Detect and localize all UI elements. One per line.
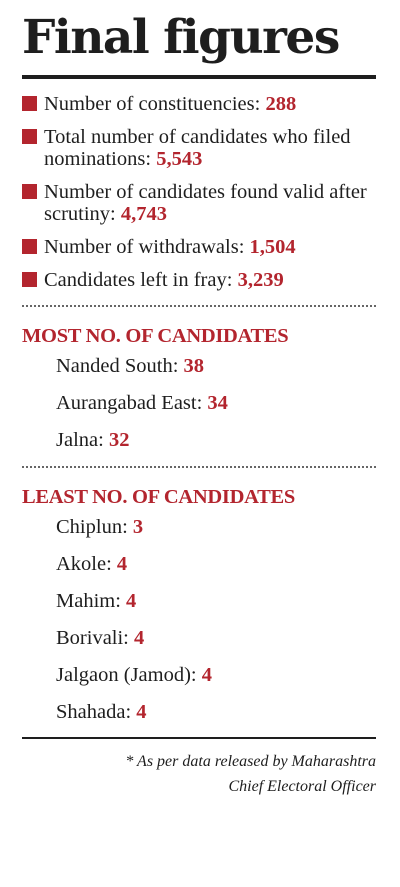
- square-bullet-icon: [22, 184, 37, 199]
- candidate-count: 4: [136, 701, 147, 723]
- page-title: Final figures: [22, 10, 340, 65]
- least-candidates-heading: LEAST NO. OF CANDIDATES: [22, 486, 295, 508]
- constituency-name: Chiplun:: [56, 516, 128, 538]
- constituency-name: Borivali:: [56, 627, 129, 649]
- stat-left-in-fray: Candidates left in fray: 3,239: [22, 269, 376, 291]
- constituency-name: Shahada:: [56, 701, 132, 723]
- stat-label: Number of constituencies:: [44, 93, 261, 115]
- square-bullet-icon: [22, 129, 37, 144]
- constituency-name: Aurangabad East:: [56, 392, 203, 414]
- list-item: Nanded South: 38: [56, 354, 376, 378]
- stat-label: Candidates left in fray:: [44, 269, 233, 291]
- square-bullet-icon: [22, 239, 37, 254]
- candidate-count: 4: [116, 553, 128, 575]
- stat-label: Number of candidates found valid after s…: [44, 181, 367, 225]
- constituency-name: Mahim:: [56, 590, 121, 612]
- stat-withdrawals: Number of withdrawals: 1,504: [22, 236, 376, 258]
- square-bullet-icon: [22, 96, 37, 111]
- list-item: Mahim: 4: [56, 589, 376, 613]
- footnote-line-2: Chief Electoral Officer: [228, 778, 376, 795]
- candidate-count: 38: [183, 355, 205, 377]
- stat-value: 288: [265, 93, 297, 115]
- footer-rule: [22, 737, 376, 739]
- candidate-count: 4: [201, 664, 212, 686]
- figures-card: Final figures Number of constituencies: …: [0, 14, 400, 887]
- stat-value: 1,504: [249, 236, 296, 258]
- candidate-count: 4: [126, 590, 137, 612]
- square-bullet-icon: [22, 272, 37, 287]
- footnote: * As per data released by Maharashtra Ch…: [22, 749, 376, 799]
- stat-nominations: Total number of candidates who filed nom…: [22, 126, 376, 170]
- constituency-name: Jalgaon (Jamod):: [56, 664, 197, 686]
- stat-value: 3,239: [237, 269, 284, 291]
- stat-constituencies: Number of constituencies: 288: [22, 93, 376, 115]
- stat-value: 4,743: [120, 203, 167, 225]
- list-item: Jalna: 32: [56, 428, 376, 452]
- constituency-name: Akole:: [56, 553, 112, 575]
- list-item: Shahada: 4: [56, 700, 376, 724]
- candidate-count: 34: [207, 392, 228, 414]
- candidate-count: 4: [134, 627, 145, 649]
- list-item: Chiplun: 3: [56, 515, 376, 539]
- stat-value: 5,543: [156, 148, 203, 170]
- stat-label: Total number of candidates who filed nom…: [44, 126, 351, 170]
- constituency-name: Jalna:: [56, 429, 104, 451]
- section-divider: [22, 305, 376, 307]
- list-item: Aurangabad East: 34: [56, 391, 376, 415]
- least-candidates-list: Chiplun: 3 Akole: 4 Mahim: 4 Borivali: 4…: [22, 515, 376, 724]
- candidate-count: 32: [108, 429, 130, 451]
- list-item: Akole: 4: [56, 552, 376, 576]
- title-rule: [22, 75, 376, 79]
- most-candidates-heading: MOST NO. OF CANDIDATES: [22, 325, 289, 347]
- constituency-name: Nanded South:: [56, 355, 179, 377]
- stat-label: Number of withdrawals:: [44, 236, 245, 258]
- list-item: Borivali: 4: [56, 626, 376, 650]
- stats-list: Number of constituencies: 288 Total numb…: [22, 93, 376, 291]
- list-item: Jalgaon (Jamod): 4: [56, 663, 376, 687]
- stat-valid-candidates: Number of candidates found valid after s…: [22, 181, 376, 225]
- candidate-count: 3: [132, 516, 144, 538]
- footnote-line-1: * As per data released by Maharashtra: [125, 753, 376, 770]
- most-candidates-list: Nanded South: 38 Aurangabad East: 34 Jal…: [22, 354, 376, 452]
- section-divider: [22, 466, 376, 468]
